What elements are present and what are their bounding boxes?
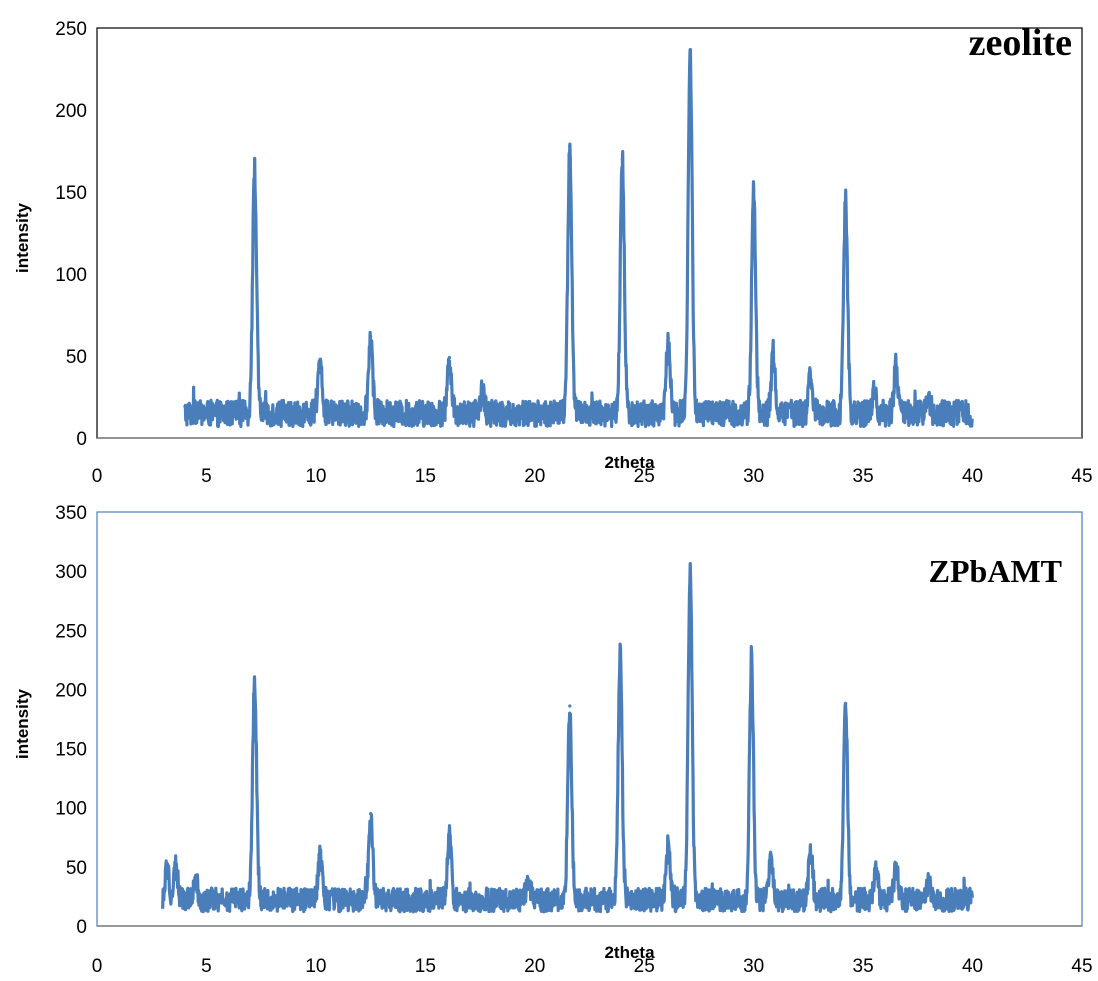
peak-point (688, 52, 692, 56)
peak-point (447, 833, 452, 837)
peak-point (165, 867, 169, 871)
x-tick-label: 0 (92, 956, 103, 977)
x-tick-label: 40 (962, 466, 983, 487)
y-tick-label: 0 (76, 917, 87, 938)
series-line (161, 562, 974, 914)
peak-point (688, 567, 692, 571)
y-axis-label: intensity (13, 689, 32, 759)
peak-point (666, 336, 670, 340)
peak-point (927, 397, 931, 401)
x-tick-label: 10 (305, 956, 326, 977)
peak-point (568, 704, 572, 708)
x-tick-label: 30 (743, 956, 764, 977)
peak-point (618, 653, 622, 657)
x-tick-label: 35 (853, 466, 874, 487)
y-tick-label: 100 (55, 799, 87, 820)
peak-point (749, 661, 754, 666)
y-tick-label: 300 (55, 562, 87, 583)
y-axis-label: intensity (13, 203, 32, 273)
y-tick-label: 150 (55, 183, 87, 204)
peak-point (193, 874, 198, 878)
y-tick-label: 150 (55, 740, 87, 761)
peak-point (872, 390, 876, 394)
peak-point (318, 357, 322, 361)
peak-point (769, 853, 773, 857)
peak-point (894, 364, 898, 368)
y-tick-label: 200 (55, 680, 87, 701)
x-tick-label: 30 (743, 466, 764, 487)
x-tick-label: 10 (305, 466, 326, 487)
x-axis-label: 2theta (604, 453, 655, 472)
peak-point (894, 864, 898, 868)
y-tick-label: 50 (66, 858, 87, 879)
peak-point (369, 334, 373, 338)
chart-title: ZPbAMT (929, 553, 1062, 589)
x-tick-label: 15 (415, 956, 436, 977)
x-tick-label: 15 (415, 466, 436, 487)
chart-title: zeolite (969, 22, 1072, 64)
x-axis-label: 2theta (604, 943, 655, 962)
x-tick-label: 5 (201, 956, 212, 977)
plot-area-border (96, 27, 1083, 439)
peak-point (771, 351, 775, 355)
peak-point (447, 356, 452, 360)
y-tick-label: 100 (55, 265, 87, 286)
x-tick-label: 5 (201, 466, 212, 487)
peak-point (927, 883, 931, 887)
x-tick-label: 45 (1071, 466, 1092, 487)
peak-point (369, 812, 373, 816)
series-line (183, 47, 974, 429)
x-tick-label: 20 (524, 956, 545, 977)
x-tick-label: 35 (853, 956, 874, 977)
peak-point (526, 877, 530, 881)
x-tick-label: 25 (634, 956, 655, 977)
x-tick-label: 25 (634, 466, 655, 487)
x-tick-label: 0 (92, 466, 103, 487)
peak-point (752, 187, 756, 191)
y-tick-label: 50 (66, 347, 87, 368)
peak-point (253, 169, 257, 173)
chart-1: 0 50 100 150 200 250 300 350 0 5 10 15 20 25 30 35 40 45 2… (13, 503, 1093, 977)
chart-0: 0 50 100 150 200 250 0 5 10 15 20 25 30 35 40 45 2theta i… (13, 19, 1093, 487)
peak-point (844, 200, 848, 204)
y-tick-label: 200 (55, 101, 87, 122)
peak-point (174, 865, 178, 869)
y-tick-label: 250 (55, 19, 87, 40)
x-tick-label: 40 (962, 956, 983, 977)
y-tick-label: 250 (55, 621, 87, 642)
peak-point (874, 866, 878, 870)
peak-point (844, 702, 848, 706)
peak-point (808, 374, 813, 378)
peak-point (318, 852, 322, 856)
peak-point (808, 849, 813, 854)
peak-point (568, 144, 572, 148)
y-tick-label: 0 (76, 429, 87, 450)
peak-point (666, 840, 670, 844)
x-tick-label: 45 (1071, 956, 1092, 977)
peak-point (620, 157, 624, 161)
y-tick-label: 350 (55, 503, 87, 524)
x-tick-label: 20 (524, 466, 545, 487)
peak-point (480, 388, 484, 393)
peak-point (253, 677, 257, 681)
